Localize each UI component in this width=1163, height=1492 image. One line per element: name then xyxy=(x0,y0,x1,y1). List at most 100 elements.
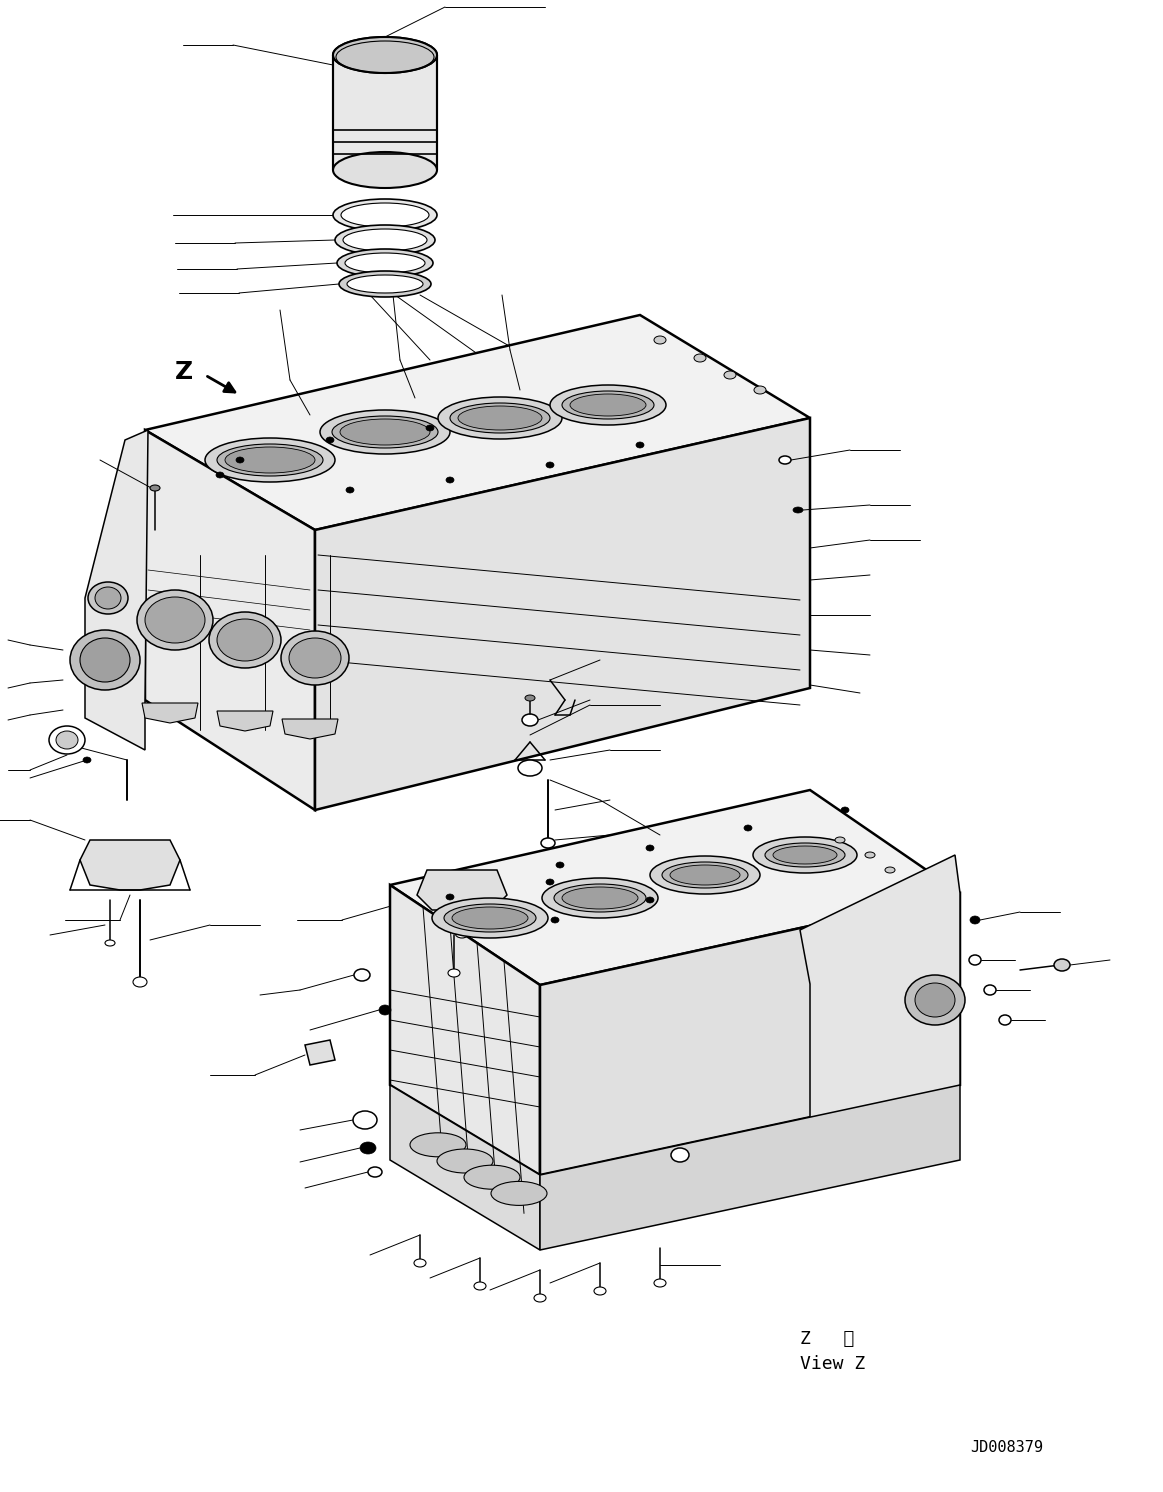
Ellipse shape xyxy=(662,862,748,888)
Ellipse shape xyxy=(217,619,273,661)
Ellipse shape xyxy=(556,862,564,868)
Ellipse shape xyxy=(209,612,281,668)
Ellipse shape xyxy=(335,225,435,255)
Ellipse shape xyxy=(670,865,740,885)
Ellipse shape xyxy=(83,756,91,762)
Ellipse shape xyxy=(224,448,315,473)
Ellipse shape xyxy=(354,1112,377,1129)
Polygon shape xyxy=(540,894,959,1176)
Ellipse shape xyxy=(645,897,654,903)
Text: Z   視: Z 視 xyxy=(800,1329,855,1347)
Text: JD008379: JD008379 xyxy=(970,1440,1043,1455)
Ellipse shape xyxy=(337,249,433,278)
Ellipse shape xyxy=(217,445,323,476)
Text: Z: Z xyxy=(174,360,193,383)
Ellipse shape xyxy=(841,807,849,813)
Ellipse shape xyxy=(354,968,370,982)
Polygon shape xyxy=(315,418,809,810)
Ellipse shape xyxy=(654,336,666,345)
Polygon shape xyxy=(217,712,273,731)
Ellipse shape xyxy=(345,254,424,273)
Ellipse shape xyxy=(636,442,644,448)
Polygon shape xyxy=(390,789,959,985)
Ellipse shape xyxy=(326,437,334,443)
Ellipse shape xyxy=(338,272,431,297)
Ellipse shape xyxy=(438,397,562,439)
Ellipse shape xyxy=(969,955,982,965)
Ellipse shape xyxy=(545,879,554,885)
Ellipse shape xyxy=(448,968,461,977)
Ellipse shape xyxy=(1054,959,1070,971)
Ellipse shape xyxy=(562,888,638,909)
Polygon shape xyxy=(142,703,198,724)
Ellipse shape xyxy=(437,1149,493,1173)
Ellipse shape xyxy=(491,1182,547,1206)
Polygon shape xyxy=(85,430,148,750)
Ellipse shape xyxy=(694,354,706,363)
Ellipse shape xyxy=(205,439,335,482)
Ellipse shape xyxy=(779,457,791,464)
Ellipse shape xyxy=(725,372,736,379)
Ellipse shape xyxy=(773,846,837,864)
Ellipse shape xyxy=(331,416,438,448)
Polygon shape xyxy=(145,430,315,810)
Ellipse shape xyxy=(594,1288,606,1295)
Ellipse shape xyxy=(452,907,528,930)
Ellipse shape xyxy=(865,852,875,858)
Ellipse shape xyxy=(999,1015,1011,1025)
Ellipse shape xyxy=(455,928,469,938)
Ellipse shape xyxy=(340,419,430,445)
Ellipse shape xyxy=(88,582,128,615)
Ellipse shape xyxy=(411,1132,466,1156)
Ellipse shape xyxy=(333,37,437,73)
Polygon shape xyxy=(281,719,338,739)
Ellipse shape xyxy=(338,40,431,69)
Ellipse shape xyxy=(570,394,645,416)
Ellipse shape xyxy=(347,275,423,292)
Ellipse shape xyxy=(905,974,965,1025)
Ellipse shape xyxy=(431,898,548,938)
Ellipse shape xyxy=(216,471,224,477)
Ellipse shape xyxy=(984,985,996,995)
Ellipse shape xyxy=(550,385,666,425)
Ellipse shape xyxy=(333,198,437,231)
Ellipse shape xyxy=(150,485,160,491)
Ellipse shape xyxy=(320,410,450,454)
Ellipse shape xyxy=(444,904,536,932)
Polygon shape xyxy=(540,1085,959,1250)
Ellipse shape xyxy=(450,403,550,433)
Ellipse shape xyxy=(562,391,654,419)
Ellipse shape xyxy=(542,877,658,918)
Ellipse shape xyxy=(522,715,538,727)
Ellipse shape xyxy=(445,894,454,900)
Ellipse shape xyxy=(885,867,896,873)
Ellipse shape xyxy=(754,386,766,394)
Text: View Z: View Z xyxy=(800,1355,865,1373)
Ellipse shape xyxy=(137,589,213,651)
Ellipse shape xyxy=(545,463,554,468)
Ellipse shape xyxy=(426,425,434,431)
Polygon shape xyxy=(333,55,437,170)
Ellipse shape xyxy=(105,940,115,946)
Polygon shape xyxy=(390,885,540,1176)
Ellipse shape xyxy=(281,631,349,685)
Polygon shape xyxy=(145,315,809,530)
Ellipse shape xyxy=(541,839,555,847)
Ellipse shape xyxy=(347,486,354,492)
Ellipse shape xyxy=(464,1165,520,1189)
Polygon shape xyxy=(800,855,959,1176)
Ellipse shape xyxy=(133,977,147,988)
Ellipse shape xyxy=(361,1141,376,1153)
Ellipse shape xyxy=(765,843,846,867)
Polygon shape xyxy=(390,1085,540,1250)
Ellipse shape xyxy=(379,1006,391,1015)
Ellipse shape xyxy=(650,856,759,894)
Ellipse shape xyxy=(518,759,542,776)
Ellipse shape xyxy=(534,1294,545,1303)
Ellipse shape xyxy=(70,630,140,689)
Ellipse shape xyxy=(49,727,85,753)
Polygon shape xyxy=(418,870,507,910)
Ellipse shape xyxy=(333,152,437,188)
Ellipse shape xyxy=(645,844,654,850)
Polygon shape xyxy=(80,840,180,891)
